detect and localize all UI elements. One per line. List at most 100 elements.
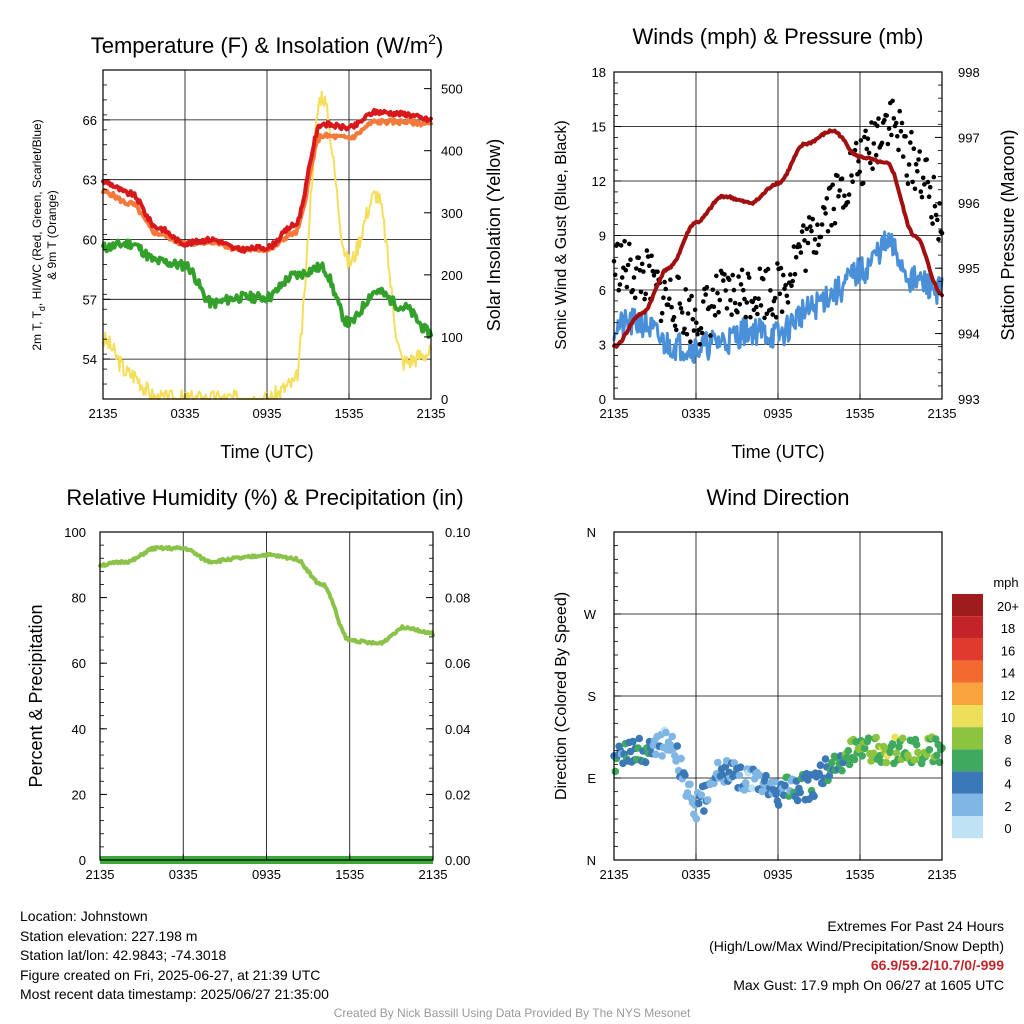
gust-point bbox=[636, 255, 641, 261]
gust-point bbox=[912, 186, 918, 192]
gust-point bbox=[678, 306, 684, 311]
direction-point bbox=[781, 781, 789, 790]
direction-point bbox=[869, 749, 878, 758]
gust-point bbox=[846, 192, 852, 197]
gust-point bbox=[897, 108, 902, 114]
legend-label: 2 bbox=[1004, 799, 1011, 814]
y-tick-label: 66 bbox=[83, 113, 97, 128]
x-tick-label: 1535 bbox=[846, 406, 875, 421]
direction-x-ticks: 2135 0335 0935 1535 2135 bbox=[600, 854, 956, 882]
gust-point bbox=[627, 241, 632, 247]
gust-point bbox=[792, 271, 798, 277]
gust-point bbox=[829, 223, 834, 228]
gust-point bbox=[839, 176, 845, 181]
gust-point bbox=[917, 149, 922, 154]
gust-point bbox=[775, 261, 780, 266]
gust-point bbox=[818, 234, 824, 240]
gust-point bbox=[932, 203, 938, 209]
gust-point bbox=[730, 272, 735, 278]
gust-point bbox=[935, 217, 940, 223]
y-tick-label: 54 bbox=[83, 352, 97, 367]
humidity-line bbox=[98, 544, 435, 646]
winds-panel: Winds (mph) & Pressure (mb) 0 3 6 9 12 15 18 9… bbox=[553, 24, 1018, 462]
humidity-x-ticks: 2135 0335 0935 1535 2135 bbox=[86, 854, 448, 882]
y2-tick-label: 994 bbox=[958, 327, 980, 342]
gust-point bbox=[802, 238, 807, 243]
gust-point bbox=[649, 253, 654, 259]
y-tick-label: 15 bbox=[592, 120, 606, 135]
gust-point bbox=[863, 128, 868, 134]
legend-swatch bbox=[952, 749, 983, 772]
direction-point bbox=[912, 740, 921, 749]
gust-point bbox=[875, 123, 880, 129]
gust-point bbox=[684, 331, 690, 337]
y2-tick-label: 995 bbox=[958, 261, 980, 276]
gust-point bbox=[909, 129, 914, 135]
x-tick-label: 2135 bbox=[600, 406, 629, 421]
gust-point bbox=[781, 272, 786, 278]
x-tick-label: 0335 bbox=[682, 867, 711, 882]
gust-point bbox=[868, 160, 873, 166]
y2-tick-label: 998 bbox=[958, 65, 980, 80]
gust-point bbox=[711, 304, 717, 310]
gust-point bbox=[815, 222, 820, 227]
legend-swatch bbox=[952, 771, 983, 794]
gust-point bbox=[825, 229, 831, 234]
gust-point bbox=[737, 302, 743, 307]
credit-text: Created By Nick Bassill Using Data Provi… bbox=[333, 1006, 691, 1020]
gust-point bbox=[679, 310, 685, 315]
gust-point bbox=[793, 254, 799, 260]
direction-title: Wind Direction bbox=[706, 485, 849, 510]
gust-point bbox=[659, 310, 665, 316]
y-tick-label: 60 bbox=[83, 232, 97, 247]
direction-point bbox=[850, 755, 859, 764]
x-tick-label: 1535 bbox=[335, 867, 364, 882]
temperature-line bbox=[101, 107, 433, 254]
gust-point bbox=[782, 286, 787, 292]
direction-point bbox=[888, 739, 897, 748]
extremes-info: Extremes For Past 24 Hours (High/Low/Max… bbox=[709, 917, 1004, 995]
direction-point bbox=[714, 758, 722, 767]
gust-point bbox=[853, 140, 859, 146]
elevation-text: Station elevation: 227.198 m bbox=[20, 927, 198, 944]
extremes-title: Extremes For Past 24 Hours bbox=[827, 918, 1004, 934]
gust-point bbox=[661, 295, 666, 301]
gust-point bbox=[752, 296, 758, 301]
direction-point bbox=[772, 790, 780, 799]
gust-point bbox=[808, 224, 813, 229]
gust-point bbox=[677, 301, 683, 306]
gust-point bbox=[845, 200, 851, 205]
gust-point bbox=[638, 289, 644, 295]
temperature-title: Temperature (F) & Insolation (W/m2) bbox=[91, 31, 444, 58]
gust-point bbox=[931, 174, 937, 180]
gust-point bbox=[761, 276, 766, 282]
humidity-panel: Relative Humidity (%) & Precipitation (i… bbox=[26, 485, 470, 882]
gust-point bbox=[823, 211, 828, 216]
gust-point bbox=[745, 271, 751, 277]
y-tick-label: 9 bbox=[599, 229, 606, 244]
direction-point bbox=[882, 758, 891, 767]
gust-point bbox=[916, 157, 921, 162]
gust-point bbox=[886, 126, 892, 131]
legend-label: 14 bbox=[1001, 666, 1015, 681]
pressure-y-ticks: 993 994 995 996 997 998 bbox=[935, 65, 980, 407]
gust-point bbox=[728, 297, 733, 303]
gust-point bbox=[703, 292, 708, 297]
x-tick-label: 2135 bbox=[419, 867, 448, 882]
temperature-x-ticks: 2135 0335 0935 1535 2135 bbox=[89, 393, 445, 421]
gust-point bbox=[816, 242, 821, 248]
gust-point bbox=[885, 141, 891, 147]
gust-point bbox=[925, 179, 931, 185]
gust-point bbox=[889, 132, 894, 138]
gust-point bbox=[858, 138, 864, 143]
y2-tick-label: 0.08 bbox=[445, 591, 470, 606]
gust-point bbox=[882, 117, 887, 123]
gust-point bbox=[876, 116, 881, 121]
direction-point bbox=[629, 737, 637, 746]
direction-point bbox=[703, 796, 712, 804]
gust-point bbox=[920, 175, 926, 181]
legend-swatch bbox=[952, 727, 983, 750]
direction-point bbox=[898, 734, 907, 743]
direction-points bbox=[610, 726, 946, 823]
